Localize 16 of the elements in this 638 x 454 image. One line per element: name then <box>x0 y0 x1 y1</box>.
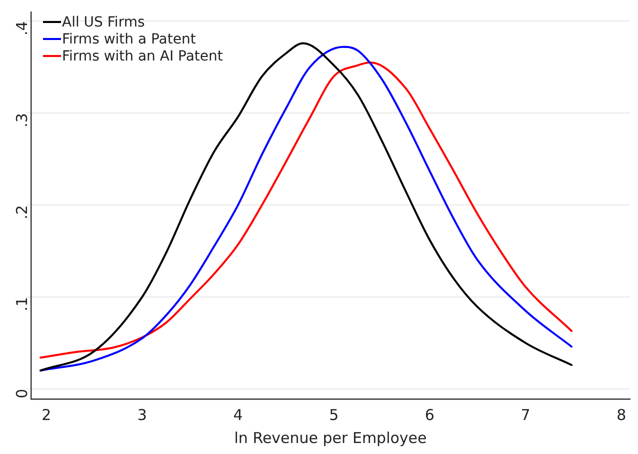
y-tick-label: 0 <box>12 388 31 398</box>
y-tick-label: .3 <box>12 113 31 128</box>
x-tick-label: 4 <box>233 406 243 424</box>
y-tick-label: .4 <box>12 21 31 36</box>
x-tick-label: 8 <box>616 406 626 424</box>
x-tick-label: 5 <box>329 406 339 424</box>
legend-label: Firms with a Patent <box>62 32 196 48</box>
x-tick-label: 6 <box>424 406 434 424</box>
legend-label: All US Firms <box>62 14 145 31</box>
x-tick-label: 7 <box>520 406 530 424</box>
y-tick-label: .2 <box>12 205 31 220</box>
x-tick-label: 3 <box>137 406 147 424</box>
legend-label: Firms with an AI Patent <box>62 48 224 65</box>
x-axis-title: ln Revenue per Employee <box>234 428 427 447</box>
y-tick-label: .1 <box>12 296 31 312</box>
x-tick-label: 2 <box>42 406 52 424</box>
